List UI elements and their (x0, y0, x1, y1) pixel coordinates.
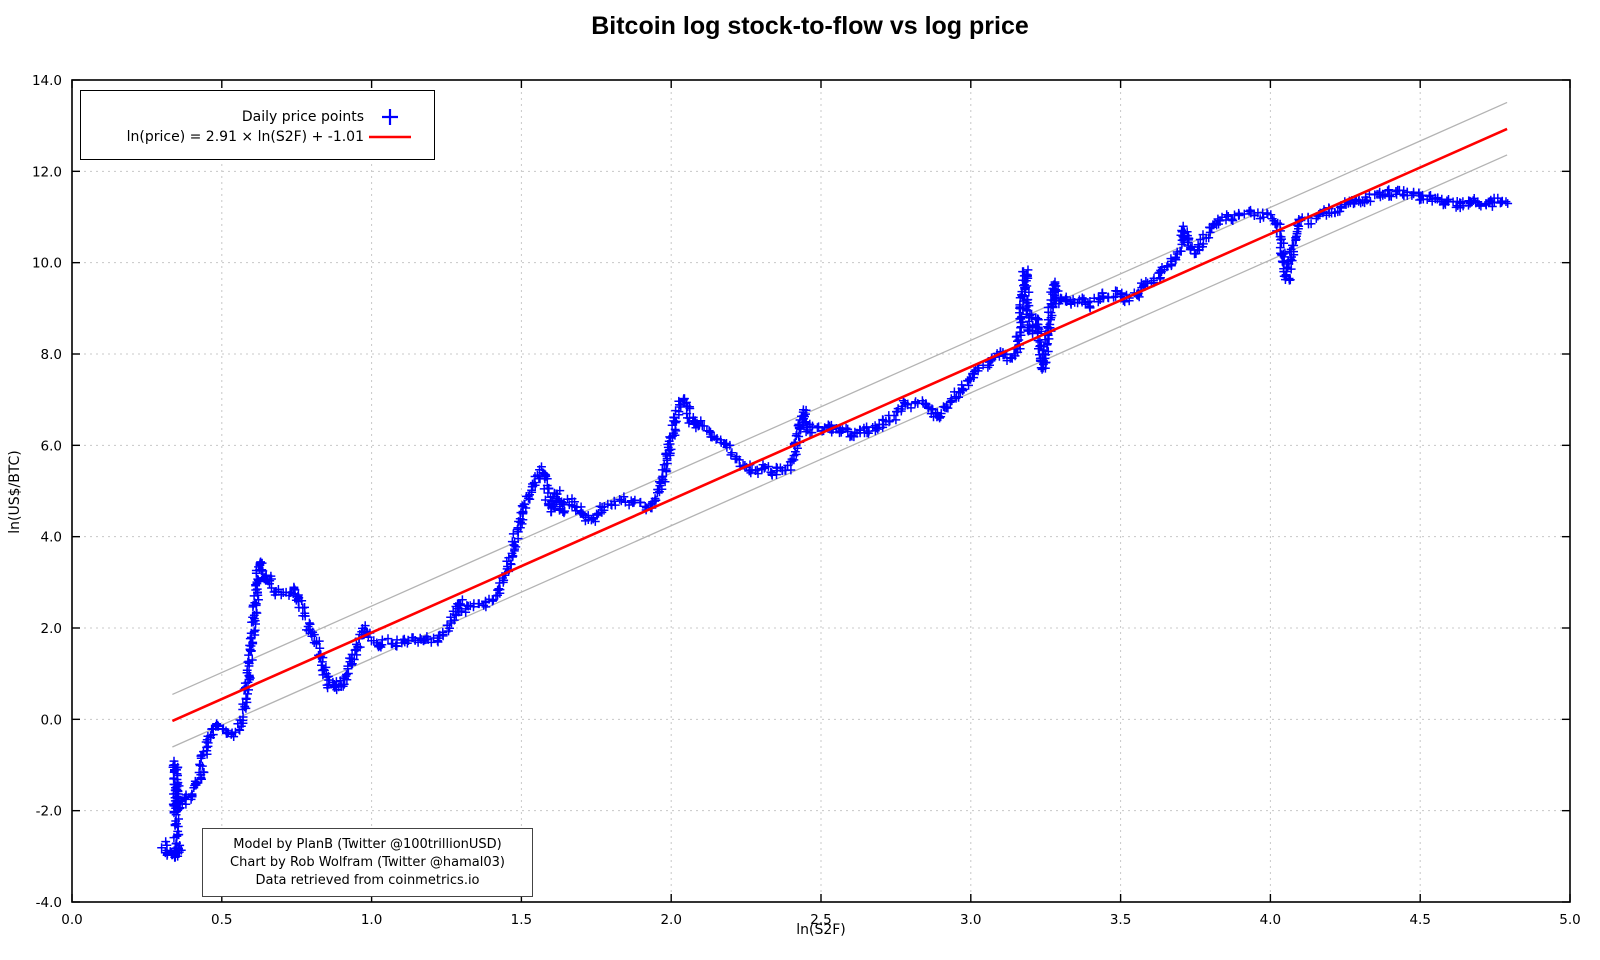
svg-text:6.0: 6.0 (41, 438, 62, 454)
svg-text:0.0: 0.0 (61, 912, 82, 928)
fit-line (171, 127, 1508, 723)
credit-chart: Chart by Rob Wolfram (Twitter @hamal03) (230, 854, 505, 870)
svg-text:3.0: 3.0 (960, 912, 981, 928)
svg-text:1.0: 1.0 (361, 912, 382, 928)
svg-text:5.0: 5.0 (1559, 912, 1580, 928)
legend: Daily price points ln(price) = 2.91 × ln… (80, 90, 435, 160)
legend-entry-fit: ln(price) = 2.91 × ln(S2F) + -1.01 (127, 127, 416, 147)
daily-price-points-series (157, 185, 1513, 862)
svg-text:2.0: 2.0 (41, 621, 62, 637)
plus-marker-icon (364, 106, 416, 128)
svg-text:4.5: 4.5 (1409, 912, 1430, 928)
legend-label-fit: ln(price) = 2.91 × ln(S2F) + -1.01 (126, 129, 364, 145)
legend-entry-points: Daily price points (242, 107, 416, 127)
chart-title: Bitcoin log stock-to-flow vs log price (591, 12, 1029, 40)
tick-labels: 0.0 0.5 1.0 1.5 2.0 2.5 3.0 3.5 4.0 4.5 5.0 -4.0 -2.… (32, 73, 1581, 928)
svg-text:10.0: 10.0 (32, 256, 62, 272)
svg-text:0.0: 0.0 (41, 712, 62, 728)
credit-model: Model by PlanB (Twitter @100trillionUSD) (233, 836, 502, 852)
svg-text:8.0: 8.0 (41, 347, 62, 363)
svg-text:2.5: 2.5 (810, 912, 831, 928)
svg-text:12.0: 12.0 (32, 164, 62, 180)
red-line-icon (364, 132, 416, 142)
svg-text:-4.0: -4.0 (36, 895, 62, 911)
svg-text:2.0: 2.0 (660, 912, 681, 928)
svg-text:4.0: 4.0 (41, 530, 62, 546)
svg-text:0.5: 0.5 (211, 912, 232, 928)
x-axis-label: ln(S2F) (796, 922, 846, 938)
svg-text:3.5: 3.5 (1110, 912, 1131, 928)
svg-text:14.0: 14.0 (32, 73, 62, 89)
y-axis-label: ln(US$/BTC) (7, 450, 23, 534)
svg-text:4.0: 4.0 (1260, 912, 1281, 928)
svg-text:-2.0: -2.0 (36, 804, 62, 820)
legend-label-points: Daily price points (241, 109, 364, 125)
tick-marks (71, 79, 1571, 903)
credit-data: Data retrieved from coinmetrics.io (255, 872, 480, 888)
svg-text:1.5: 1.5 (511, 912, 532, 928)
grid-lines (72, 80, 1570, 902)
credits-annotation: Model by PlanB (Twitter @100trillionUSD)… (202, 828, 533, 897)
